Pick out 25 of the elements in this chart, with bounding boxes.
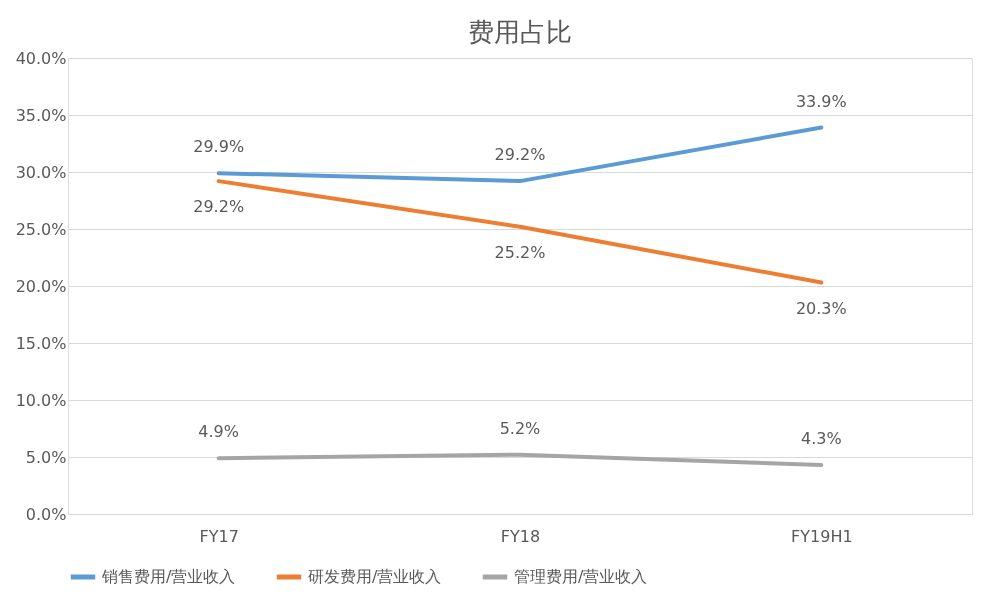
x-tick-label: FY19H1 bbox=[791, 526, 853, 546]
chart-title: 费用占比 bbox=[468, 17, 572, 47]
legend-label: 销售费用/营业收入 bbox=[101, 567, 236, 586]
y-tick-label: 10.0% bbox=[15, 390, 67, 410]
y-tick-label: 30.0% bbox=[15, 162, 67, 182]
data-label: 5.2% bbox=[499, 418, 541, 438]
y-tick-label: 15.0% bbox=[15, 333, 67, 353]
data-label: 25.2% bbox=[494, 242, 546, 262]
data-label: 29.2% bbox=[494, 145, 546, 165]
y-tick-label: 40.0% bbox=[15, 48, 67, 68]
legend-label: 管理费用/营业收入 bbox=[514, 567, 648, 586]
y-tick-label: 20.0% bbox=[15, 276, 67, 296]
y-tick-label: 0.0% bbox=[25, 504, 67, 524]
x-tick-label: FY18 bbox=[500, 526, 541, 546]
legend-label: 研发费用/营业收入 bbox=[308, 567, 442, 586]
y-tick-label: 25.0% bbox=[15, 219, 67, 239]
y-tick-label: 35.0% bbox=[15, 105, 67, 125]
x-tick-label: FY17 bbox=[199, 526, 239, 546]
data-label: 33.9% bbox=[795, 91, 847, 111]
data-label: 29.9% bbox=[193, 137, 245, 157]
data-label: 4.3% bbox=[801, 428, 842, 448]
data-label: 4.9% bbox=[198, 422, 239, 442]
y-tick-label: 5.0% bbox=[25, 447, 67, 467]
data-label: 20.3% bbox=[795, 298, 847, 318]
data-label: 29.2% bbox=[193, 197, 245, 217]
